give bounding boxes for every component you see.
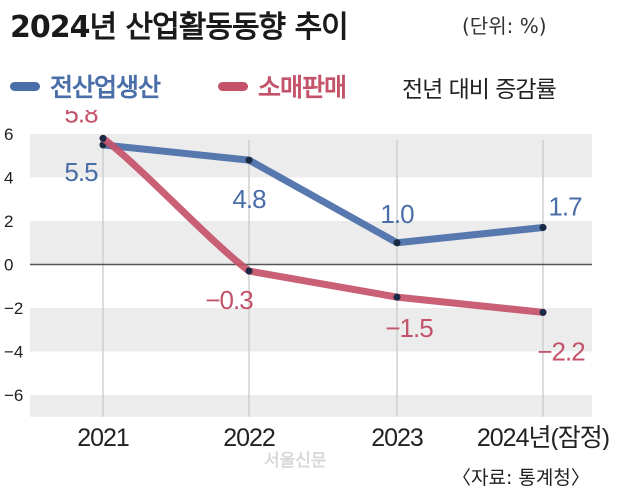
grid-band	[30, 221, 592, 265]
legend-swatch-2	[218, 81, 248, 91]
data-point	[245, 156, 253, 164]
x-tick-label: 2022	[223, 424, 275, 450]
line-chart: 6 4 2 0 −2 −4 −6 2021 2022 2023 2024년(잠정) 5.5 4.8 1.0…	[4, 110, 610, 450]
x-tick-label: 2021	[77, 424, 129, 450]
legend-item-1: 전산업생산	[10, 68, 161, 104]
data-label: 4.8	[232, 184, 266, 214]
legend-item-2: 소매판매	[218, 68, 347, 104]
title-row: 2024년 산업활동동향 추이 (단위: %)	[10, 2, 610, 50]
source-note: 〈자료: 통계청〉	[452, 467, 590, 489]
data-point	[539, 308, 547, 316]
data-point	[245, 267, 253, 275]
legend-swatch-1	[10, 81, 40, 91]
grid-band	[30, 308, 592, 352]
y-tick-label: 0	[4, 256, 13, 275]
page-title: 2024년 산업활동동향 추이	[10, 10, 349, 45]
legend-label-2: 소매판매	[258, 73, 347, 102]
data-label: 1.0	[380, 199, 414, 229]
y-tick-label: −4	[4, 343, 23, 362]
data-label: −2.2	[537, 336, 585, 366]
legend-label-1: 전산업생산	[50, 73, 161, 102]
y-tick-label: −2	[4, 299, 23, 318]
data-label: 1.7	[548, 192, 582, 222]
legend: 전산업생산 소매판매 전년 대비 증감률	[10, 68, 610, 108]
data-point	[99, 134, 107, 142]
data-label: 5.5	[64, 157, 98, 187]
data-point	[539, 224, 547, 232]
y-tick-label: 4	[4, 169, 13, 188]
legend-note: 전년 대비 증감률	[402, 77, 557, 103]
data-label: −1.5	[385, 313, 433, 343]
grid-band	[30, 134, 592, 178]
unit-label: (단위: %)	[462, 14, 547, 38]
x-tick-label: 2023	[371, 424, 423, 450]
grid-band	[30, 395, 592, 417]
x-tick-label: 2024년(잠정)	[477, 424, 609, 450]
data-point	[393, 293, 401, 301]
data-label: 5.8	[64, 110, 98, 128]
watermark: 서울신문	[264, 451, 327, 471]
data-point	[393, 239, 401, 247]
data-label: −0.3	[205, 285, 253, 315]
series-line-1	[99, 141, 547, 247]
y-tick-label: 2	[4, 212, 13, 231]
y-tick-label: −6	[4, 386, 23, 405]
y-tick-label: 6	[4, 125, 13, 144]
